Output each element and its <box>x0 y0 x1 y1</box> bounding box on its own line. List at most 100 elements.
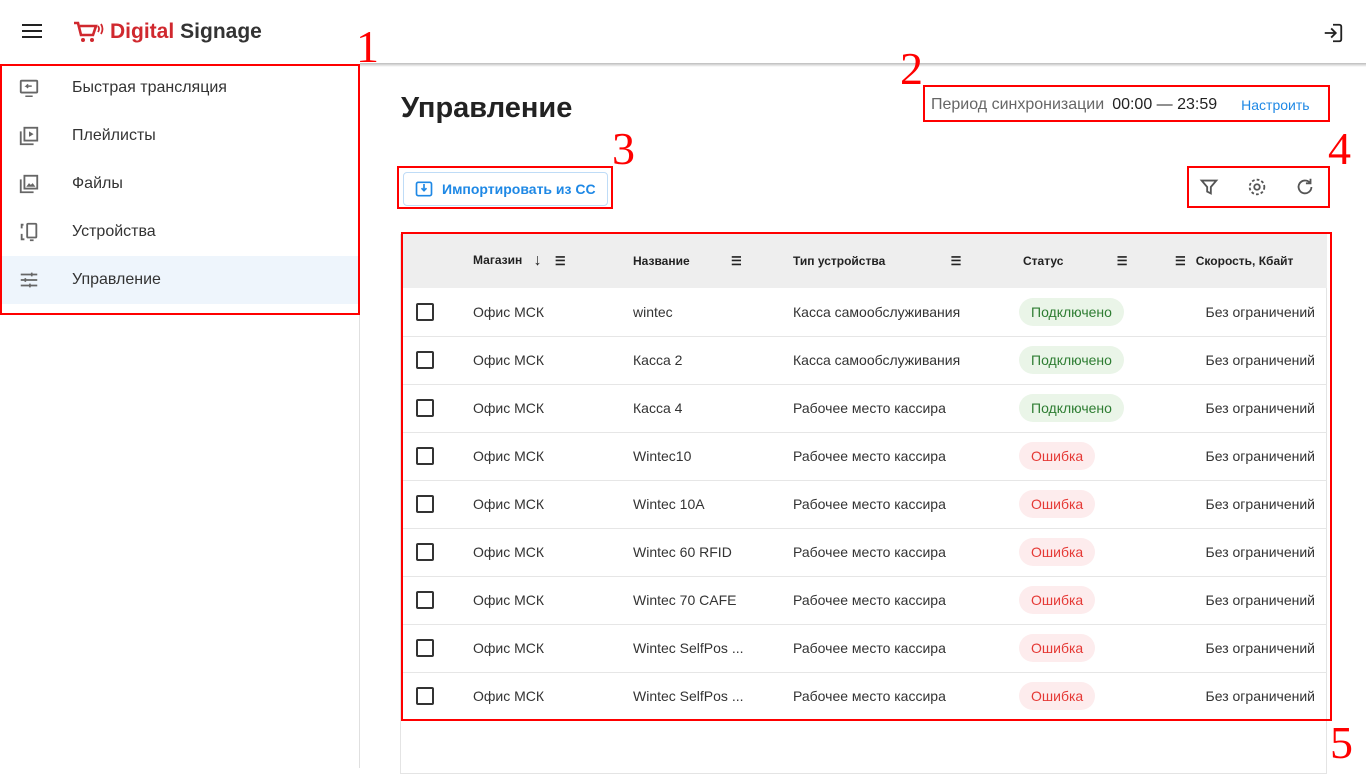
screen-share-icon <box>19 79 39 97</box>
speed-cell: Без ограничений <box>1171 288 1327 337</box>
device-type-cell: Рабочее место кассира <box>793 432 1011 481</box>
column-filter-icon[interactable]: ☰ <box>1116 254 1128 269</box>
logout-icon[interactable] <box>1322 22 1344 44</box>
logo: Digital Signage <box>72 20 262 44</box>
speed-cell: Без ограничений <box>1171 432 1327 481</box>
sidebar-item-files[interactable]: Файлы <box>0 160 359 208</box>
column-label: Название <box>633 253 690 268</box>
shop-cell: Офис МСК <box>473 480 633 529</box>
sidebar-item-playlists[interactable]: Плейлисты <box>0 112 359 160</box>
table-tools <box>1198 176 1316 198</box>
name-cell: Касса 4 <box>633 384 793 433</box>
row-checkbox[interactable] <box>416 591 434 609</box>
row-checkbox[interactable] <box>416 447 434 465</box>
annotation-number-5: 5 <box>1330 717 1353 768</box>
column-shop[interactable]: Магазин ↓ ☰ <box>473 234 633 288</box>
table-row[interactable]: Офис МСК Wintec SelfPos ... Рабочее мест… <box>401 624 1327 673</box>
status-cell: Ошибка <box>1011 432 1171 481</box>
row-checkbox[interactable] <box>416 351 434 369</box>
column-filter-icon[interactable]: ☰ <box>731 254 742 269</box>
column-label: Тип устройства <box>793 253 886 268</box>
device-type-cell: Касса самообслуживания <box>793 336 1011 385</box>
row-checkbox[interactable] <box>416 302 434 321</box>
sidebar-item-label: Плейлисты <box>72 127 156 144</box>
table-row[interactable]: Офис МСК Касса 4 Рабочее место кассира П… <box>401 384 1327 433</box>
annotation-number-3: 3 <box>612 123 635 174</box>
table-row[interactable]: Офис МСК wintec Касса самообслуживания П… <box>401 288 1327 337</box>
column-name[interactable]: Название ☰ <box>633 234 793 288</box>
status-cell: Ошибка <box>1011 480 1171 529</box>
row-checkbox[interactable] <box>416 687 434 705</box>
sidebar-item-label: Быстрая трансляция <box>72 79 227 96</box>
table-row[interactable]: Офис МСК Wintec 70 CAFE Рабочее место ка… <box>401 576 1327 625</box>
status-cell: Ошибка <box>1011 672 1171 721</box>
sync-time: 00:00 — 23:59 <box>1112 96 1218 113</box>
row-select-cell <box>401 672 473 721</box>
device-type-cell: Рабочее место кассира <box>793 384 1011 433</box>
column-device-type[interactable]: Тип устройства ☰ <box>793 234 1011 288</box>
row-select-cell <box>401 480 473 529</box>
playlist-icon <box>19 126 39 146</box>
hamburger-menu-icon[interactable] <box>22 24 42 40</box>
annotation-number-4: 4 <box>1328 123 1351 174</box>
status-badge: Подключено <box>1019 394 1124 422</box>
devices-table-card: Магазин ↓ ☰ Название ☰ Тип устройства ☰ … <box>400 234 1327 774</box>
sidebar-item-label: Управление <box>72 271 161 288</box>
status-badge: Подключено <box>1019 297 1124 326</box>
name-cell: wintec <box>633 288 793 337</box>
status-cell: Ошибка <box>1011 624 1171 673</box>
speed-cell: Без ограничений <box>1171 672 1327 721</box>
column-filter-icon[interactable]: ☰ <box>950 254 962 269</box>
row-select-cell <box>401 288 473 337</box>
sidebar-item-devices[interactable]: Устройства <box>0 208 359 256</box>
sidebar-item-management[interactable]: Управление <box>0 256 359 304</box>
device-type-cell: Рабочее место кассира <box>793 480 1011 529</box>
row-select-cell <box>401 384 473 433</box>
sidebar-item-quick-broadcast[interactable]: Быстрая трансляция <box>0 64 359 112</box>
name-cell: Касса 2 <box>633 336 793 385</box>
status-badge: Ошибка <box>1019 586 1096 614</box>
row-checkbox[interactable] <box>416 639 434 657</box>
row-checkbox[interactable] <box>416 495 434 513</box>
table-row[interactable]: Офис МСК Wintec 60 RFID Рабочее место ка… <box>401 528 1327 577</box>
brand-name-red: Digital <box>110 20 175 43</box>
shop-cell: Офис МСК <box>473 336 633 385</box>
status-cell: Подключено <box>1011 336 1171 385</box>
cart-megaphone-icon <box>74 21 104 42</box>
status-badge: Ошибка <box>1019 538 1096 566</box>
speed-cell: Без ограничений <box>1171 624 1327 673</box>
status-badge: Ошибка <box>1019 490 1096 518</box>
status-cell: Ошибка <box>1011 528 1171 577</box>
sort-arrow-down-icon[interactable]: ↓ <box>533 252 542 269</box>
column-status[interactable]: Статус ☰ <box>1011 234 1171 288</box>
device-type-cell: Рабочее место кассира <box>793 624 1011 673</box>
row-select-cell <box>401 528 473 577</box>
refresh-icon[interactable] <box>1294 176 1316 198</box>
table-row[interactable]: Офис МСК Wintec10 Рабочее место кассира … <box>401 432 1327 481</box>
filter-icon[interactable] <box>1198 176 1220 198</box>
row-checkbox[interactable] <box>416 399 434 417</box>
sidebar-item-label: Файлы <box>72 175 123 192</box>
column-filter-icon[interactable]: ☰ <box>554 254 566 268</box>
row-select-cell <box>401 624 473 673</box>
sync-period: Период синхронизации 00:00 — 23:59 Настр… <box>931 96 1310 115</box>
import-button[interactable]: Импортировать из СС <box>403 172 608 206</box>
table-row[interactable]: Офис МСК Wintec 10A Рабочее место кассир… <box>401 480 1327 529</box>
sidebar: Быстрая трансляция Плейлисты Файлы Устро… <box>0 64 360 768</box>
speed-cell: Без ограничений <box>1171 576 1327 625</box>
column-speed[interactable]: ☰ Скорость, Кбайт <box>1171 234 1327 288</box>
table-row[interactable]: Офис МСК Касса 2 Касса самообслуживания … <box>401 336 1327 385</box>
annotation-number-2: 2 <box>900 43 923 94</box>
settings-gear-icon[interactable] <box>1246 176 1268 198</box>
column-filter-icon[interactable]: ☰ <box>1175 254 1186 269</box>
row-checkbox[interactable] <box>416 543 434 561</box>
page-title: Управление <box>401 92 573 124</box>
header-shadow <box>360 63 1366 67</box>
sliders-icon <box>20 272 38 288</box>
images-icon <box>19 174 39 194</box>
sync-label: Период синхронизации <box>931 96 1105 113</box>
shop-cell: Офис МСК <box>473 528 633 577</box>
configure-sync-link[interactable]: Настроить <box>1241 97 1310 113</box>
row-select-cell <box>401 336 473 385</box>
table-row[interactable]: Офис МСК Wintec SelfPos ... Рабочее мест… <box>401 672 1327 721</box>
